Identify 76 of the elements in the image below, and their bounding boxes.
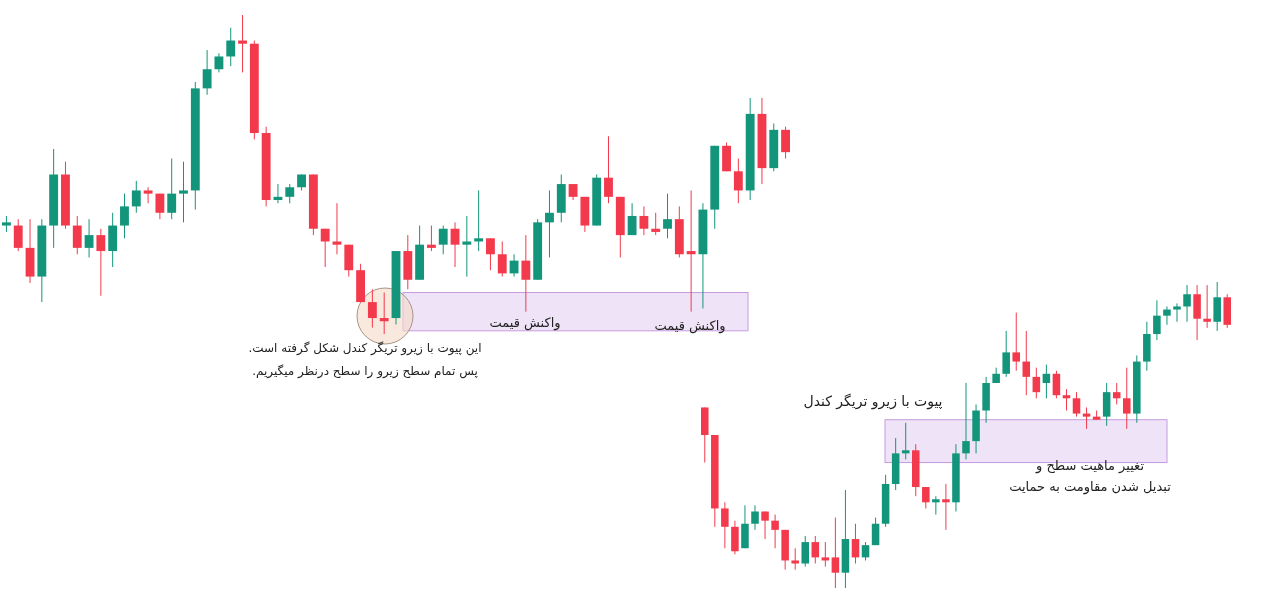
candlestick [1052, 370, 1061, 399]
candlestick [651, 212, 661, 236]
candlestick [1082, 406, 1091, 430]
candlestick [545, 189, 554, 258]
candlestick [462, 215, 472, 278]
annotation: واکنش قیمت [654, 318, 726, 334]
annotation: تبدیل شدن مقاومت به حمایت [1009, 479, 1172, 495]
candlestick [721, 501, 729, 549]
candlestick [214, 52, 224, 73]
candlestick [821, 541, 830, 568]
candlestick [238, 14, 247, 73]
candlestick [604, 135, 613, 204]
annotation: پیوت با زیرو تریگر کندل [803, 393, 943, 410]
candlestick [831, 517, 840, 589]
candlestick [761, 511, 769, 540]
candlestick [901, 422, 910, 460]
candlestick [202, 49, 212, 96]
candlestick [155, 193, 165, 220]
annotation: واکنش قیمت [489, 315, 561, 331]
candlestick [1062, 388, 1071, 412]
candlestick [379, 292, 389, 335]
candlestick [1153, 299, 1161, 341]
candlestick [131, 180, 141, 214]
candlestick [781, 126, 790, 160]
candlestick [861, 541, 870, 561]
candlestick [962, 382, 970, 460]
candlestick [226, 27, 236, 67]
candlestick [942, 483, 950, 531]
candlestick [96, 228, 106, 297]
candlestick [320, 228, 330, 268]
candlestick [426, 225, 436, 252]
candlestick [1183, 284, 1191, 323]
candlestick [663, 193, 672, 239]
candlestick [72, 215, 82, 255]
candlestick [450, 221, 460, 268]
text: پس تمام سطح زیرو را سطح درنظر میگیریم. [252, 364, 478, 379]
candlestick [1112, 382, 1121, 405]
candlestick [801, 535, 810, 568]
candlestick [332, 202, 342, 255]
candlestick [791, 547, 799, 571]
annotation: تغییر ماهیت سطح و [1035, 458, 1145, 474]
candlestick [1002, 330, 1010, 378]
candlestick [627, 202, 637, 236]
candlestick [639, 205, 649, 236]
candlestick [521, 234, 531, 313]
candlestick [1173, 302, 1181, 323]
text: این پیوت با زیرو تریگر کندل شکل گرفته است. [248, 341, 482, 356]
candlestick [120, 193, 129, 239]
candlestick [1163, 305, 1171, 326]
candlestick [1072, 391, 1081, 418]
candlestick [1012, 312, 1021, 372]
candlestick [686, 189, 696, 313]
candlestick [922, 486, 930, 509]
candlestick [1022, 330, 1031, 396]
candlestick [167, 158, 177, 220]
candlestick [851, 523, 860, 565]
candlestick [13, 218, 23, 252]
candlestick [811, 535, 820, 565]
candlestick [143, 186, 153, 204]
candlestick [932, 495, 940, 516]
candlestick [84, 218, 94, 258]
candlestick [179, 161, 188, 223]
candlestick [1122, 367, 1131, 430]
candlestick [474, 189, 484, 252]
candlestick [367, 288, 377, 329]
candlestick [486, 237, 495, 271]
candlestick [871, 517, 880, 546]
candlestick [771, 514, 779, 549]
candlestick [751, 504, 759, 531]
candlestick [285, 183, 295, 204]
candlestick [733, 158, 743, 204]
candlestick [438, 225, 448, 255]
candlestick [1203, 284, 1211, 329]
candlestick [1032, 367, 1041, 399]
candlestick [1042, 364, 1051, 399]
candlestick [497, 240, 507, 278]
